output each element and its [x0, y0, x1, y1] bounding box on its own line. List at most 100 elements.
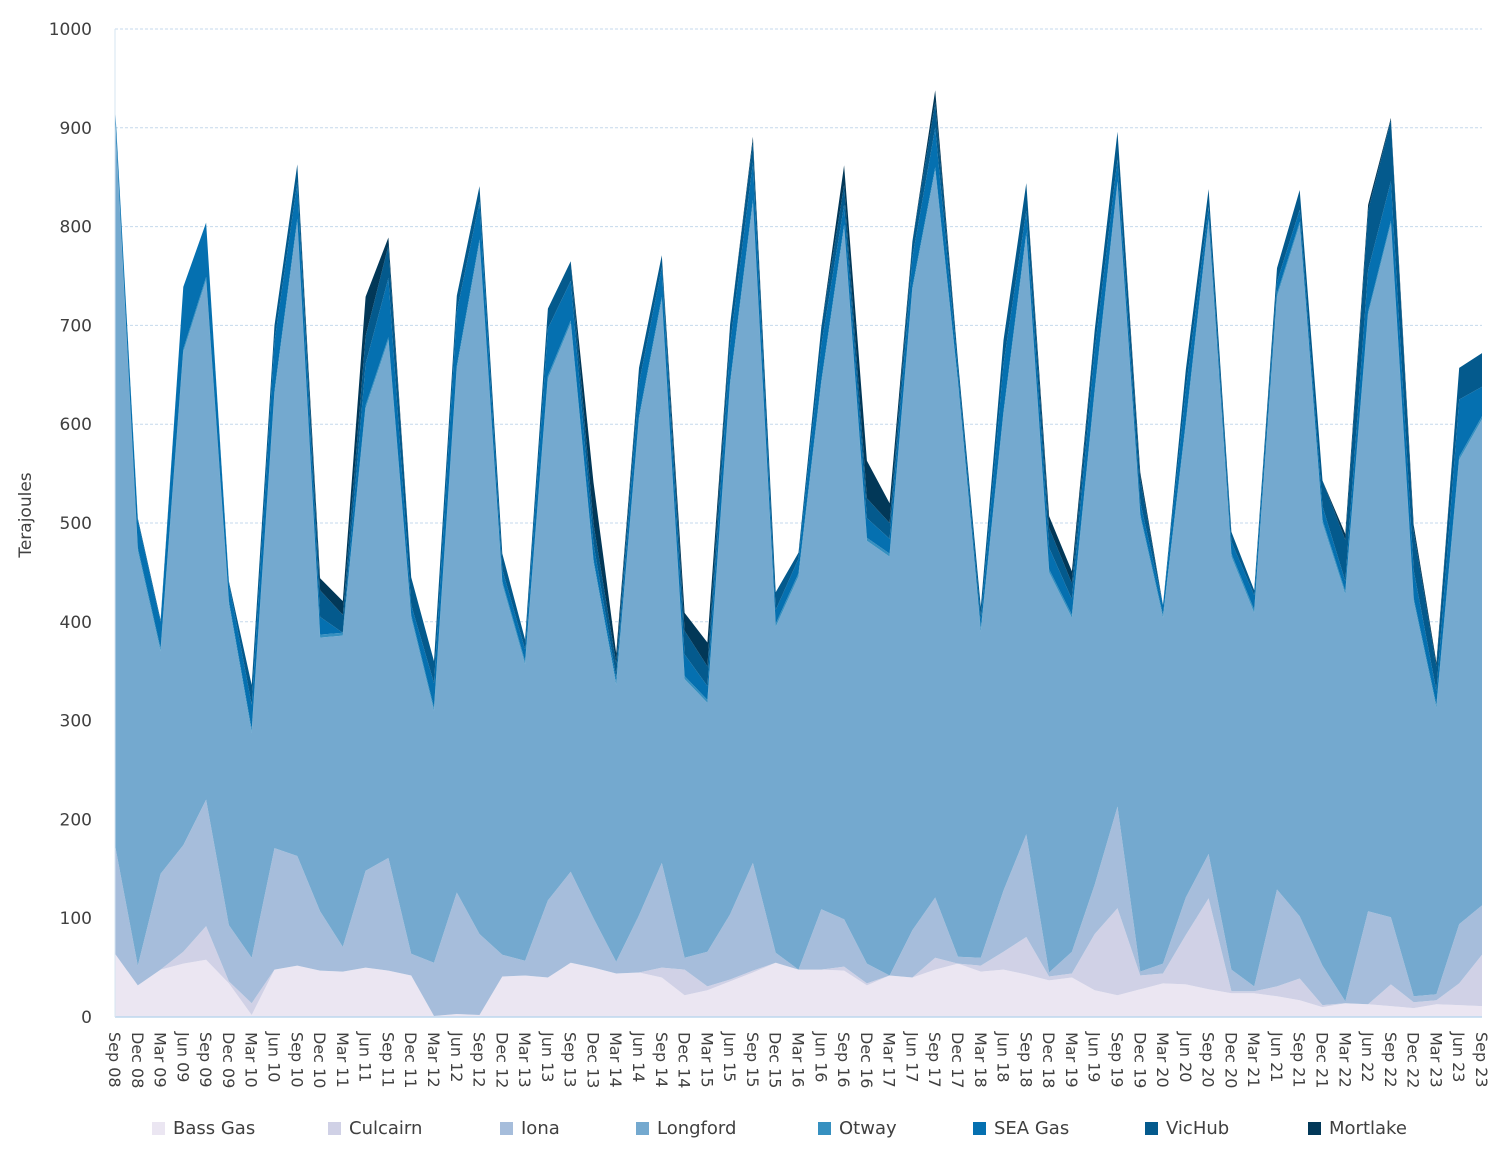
- legend-swatch-longford: [636, 1122, 649, 1135]
- legend-item-iona: Iona: [500, 1118, 560, 1139]
- legend-swatch-iona: [500, 1122, 513, 1135]
- x-tick-label: Sep 10: [287, 1032, 306, 1088]
- x-tick-label: Sep 14: [652, 1032, 671, 1088]
- y-axis-label: Terajoules: [16, 472, 36, 558]
- x-tick-label: Jun 18: [994, 1031, 1013, 1082]
- x-tick-label: Mar 09: [151, 1032, 170, 1088]
- legend-item-sea-gas: SEA Gas: [973, 1118, 1069, 1139]
- legend-item-vichub: VicHub: [1145, 1118, 1229, 1139]
- x-tick-label: Mar 21: [1244, 1032, 1263, 1088]
- legend-item-otway: Otway: [818, 1118, 897, 1139]
- legend-label: Mortlake: [1329, 1118, 1407, 1139]
- x-tick-label: Jun 22: [1358, 1031, 1377, 1082]
- x-tick-label: Jun 23: [1449, 1031, 1468, 1082]
- plot-areas: [115, 90, 1482, 1017]
- x-tick-label: Sep 23: [1472, 1032, 1491, 1088]
- x-tick-label: Sep 22: [1381, 1032, 1400, 1088]
- legend-swatch-sea-gas: [973, 1122, 986, 1135]
- area-culcairn: [115, 898, 1482, 1016]
- x-tick-label: Mar 22: [1335, 1032, 1354, 1088]
- x-tick-label: Sep 16: [834, 1032, 853, 1088]
- x-tick-label: Mar 16: [789, 1032, 808, 1088]
- x-tick-label: Sep 08: [105, 1032, 124, 1088]
- area-bass-gas: [115, 953, 1482, 1017]
- x-tick-label: Mar 10: [242, 1032, 261, 1088]
- x-tick-label: Jun 19: [1085, 1031, 1104, 1082]
- x-tick-label: Dec 21: [1313, 1032, 1332, 1088]
- x-tick-label: Sep 15: [743, 1032, 762, 1088]
- legend-label: Longford: [657, 1118, 737, 1139]
- x-tick-label: Mar 18: [971, 1032, 990, 1088]
- x-tick-label: Dec 15: [766, 1032, 785, 1088]
- x-tick-label: Mar 23: [1426, 1032, 1445, 1088]
- x-tick-label: Jun 10: [264, 1031, 283, 1082]
- y-tick-label: 0: [81, 1008, 92, 1028]
- y-tick-label: 600: [60, 415, 92, 435]
- x-axis-ticks: Sep 08 Dec 08 Mar 09 Jun 09 Sep 09 Dec 09 Mar …: [105, 1031, 1491, 1088]
- x-tick-label: Dec 13: [583, 1032, 602, 1088]
- y-axis-ticks: 0 100 200 300 400 500 600 700 800 900 1000: [49, 20, 92, 1028]
- legend: Bass Gas Culcairn Iona Longford Otway SE…: [0, 1118, 1508, 1148]
- x-tick-label: Sep 19: [1107, 1032, 1126, 1088]
- x-tick-label: Dec 09: [219, 1032, 238, 1088]
- x-tick-label: Sep 20: [1199, 1032, 1218, 1088]
- legend-swatch-mortlake: [1308, 1122, 1321, 1135]
- x-tick-label: Mar 12: [424, 1032, 443, 1088]
- x-tick-label: Dec 10: [310, 1032, 329, 1088]
- legend-item-mortlake: Mortlake: [1308, 1118, 1407, 1139]
- x-tick-label: Jun 09: [173, 1031, 192, 1082]
- legend-swatch-otway: [818, 1122, 831, 1135]
- legend-item-bass-gas: Bass Gas: [152, 1118, 255, 1139]
- legend-label: Bass Gas: [173, 1118, 256, 1139]
- x-tick-label: Dec 12: [492, 1032, 511, 1088]
- x-tick-label: Jun 20: [1176, 1031, 1195, 1082]
- y-tick-label: 500: [60, 514, 92, 534]
- x-tick-label: Jun 12: [447, 1031, 466, 1082]
- x-tick-label: Dec 22: [1404, 1032, 1423, 1088]
- legend-label: Otway: [839, 1118, 897, 1139]
- x-tick-label: Mar 11: [333, 1032, 352, 1088]
- x-tick-label: Dec 16: [857, 1032, 876, 1088]
- x-tick-label: Dec 08: [128, 1032, 147, 1088]
- x-tick-label: Sep 18: [1016, 1032, 1035, 1088]
- x-tick-label: Mar 17: [880, 1032, 899, 1088]
- legend-swatch-culcairn: [328, 1122, 341, 1135]
- x-tick-label: Dec 18: [1039, 1032, 1058, 1088]
- x-tick-label: Jun 21: [1267, 1031, 1286, 1082]
- y-tick-label: 800: [60, 218, 92, 238]
- x-tick-label: Mar 15: [697, 1032, 716, 1088]
- x-tick-label: Jun 15: [720, 1031, 739, 1082]
- legend-label: SEA Gas: [994, 1118, 1070, 1139]
- y-tick-label: 300: [60, 712, 92, 732]
- y-tick-label: 200: [60, 810, 92, 830]
- legend-label: VicHub: [1166, 1118, 1230, 1139]
- area-longford: [115, 117, 1482, 1002]
- legend-swatch-bass-gas: [152, 1122, 165, 1135]
- x-tick-label: Mar 13: [515, 1032, 534, 1088]
- x-tick-label: Dec 14: [675, 1032, 694, 1088]
- x-tick-label: Dec 20: [1221, 1032, 1240, 1088]
- x-tick-label: Dec 11: [401, 1032, 420, 1088]
- y-tick-label: 900: [60, 119, 92, 139]
- legend-item-culcairn: Culcairn: [328, 1118, 422, 1139]
- area-iona: [115, 799, 1482, 1016]
- x-tick-label: Mar 20: [1153, 1032, 1172, 1088]
- x-tick-label: Dec 19: [1130, 1032, 1149, 1088]
- x-tick-label: Sep 12: [470, 1032, 489, 1088]
- x-tick-label: Sep 17: [925, 1032, 944, 1088]
- x-tick-label: Jun 14: [629, 1031, 648, 1082]
- x-tick-label: Jun 13: [538, 1031, 557, 1082]
- legend-label: Culcairn: [349, 1118, 423, 1139]
- y-tick-label: 100: [60, 909, 92, 929]
- x-tick-label: Mar 14: [606, 1032, 625, 1088]
- x-tick-label: Sep 13: [561, 1032, 580, 1088]
- x-tick-label: Sep 21: [1290, 1032, 1309, 1088]
- x-tick-label: Jun 11: [356, 1031, 375, 1082]
- x-tick-label: Jun 17: [902, 1031, 921, 1082]
- x-tick-label: Sep 11: [378, 1032, 397, 1088]
- y-tick-label: 400: [60, 613, 92, 633]
- y-tick-label: 700: [60, 316, 92, 336]
- x-tick-label: Dec 17: [948, 1032, 967, 1088]
- x-tick-label: Mar 19: [1062, 1032, 1081, 1088]
